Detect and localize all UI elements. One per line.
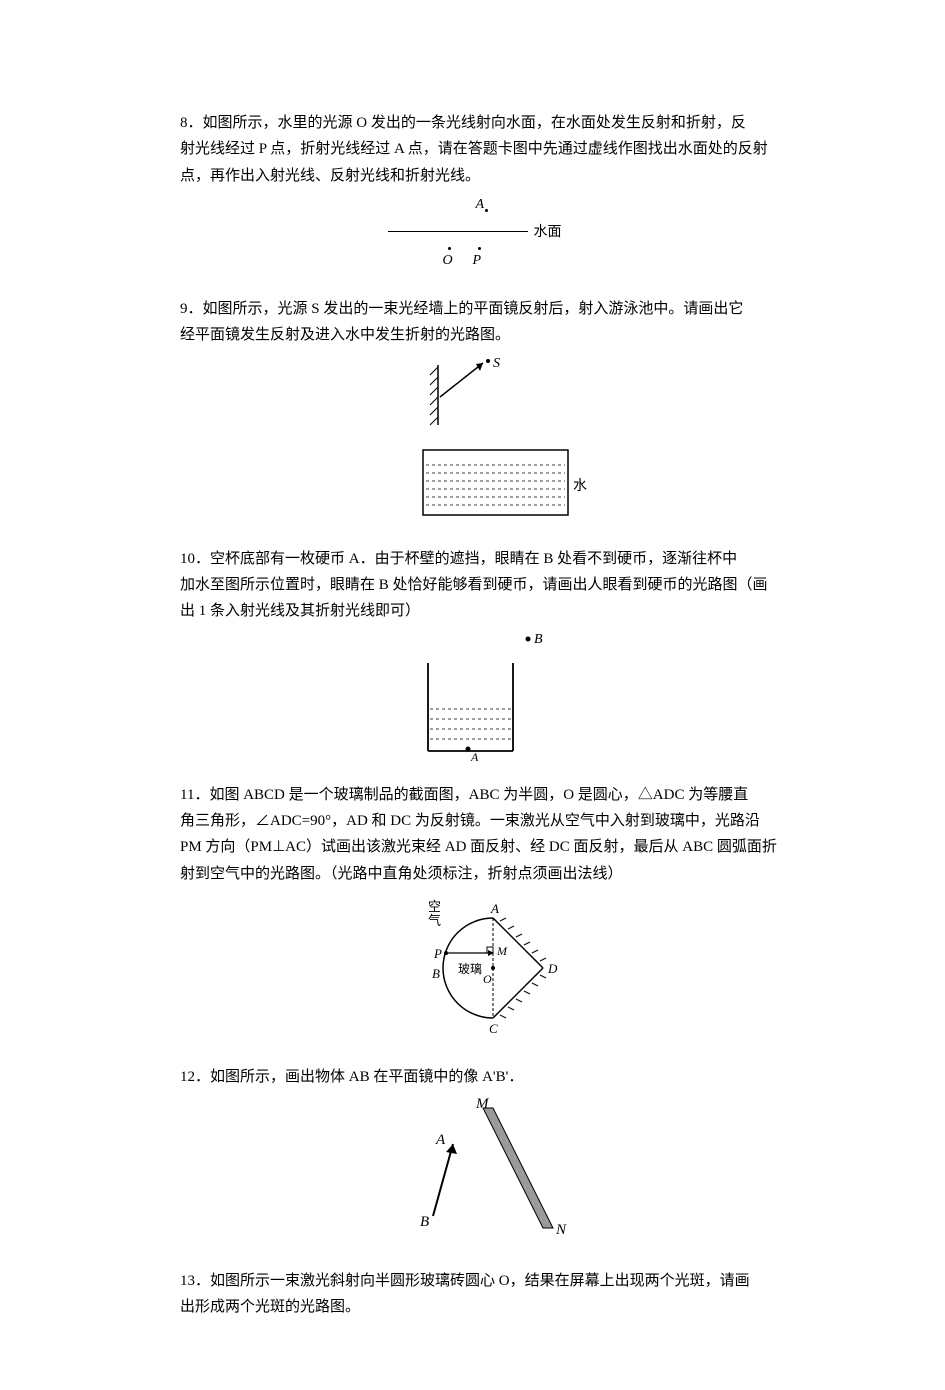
exam-page: 8．如图所示，水里的光源 O 发出的一条光线射向水面，在水面处发生反射和折射，反… (0, 0, 945, 1390)
fig10-label-A: A (470, 750, 479, 761)
problem-10-line3: 出 1 条入射光线及其折射光线即可） (180, 603, 420, 619)
problem-13-number: 13 (180, 1273, 195, 1289)
fig10-water-lines (430, 709, 511, 739)
problem-12-figure: M N A B (180, 1096, 795, 1255)
problem-10-text: 10．空杯底部有一枚硬币 A．由于杯壁的遮挡，眼睛在 B 处看不到硬币，逐渐往杯… (180, 546, 795, 625)
fig11-label-C: C (489, 1021, 498, 1036)
fig8-label-surface: 水面 (534, 221, 562, 246)
fig8-dot-A (485, 209, 488, 212)
problem-10: 10．空杯底部有一枚硬币 A．由于杯壁的遮挡，眼睛在 B 处看不到硬币，逐渐往杯… (180, 546, 795, 770)
fig10-eye-dot (525, 636, 530, 641)
fig10-label-B: B (534, 632, 543, 647)
fig9-mirror-hatch (430, 367, 438, 425)
problem-11-text: 11．如图 ABCD 是一个玻璃制品的截面图，ABC 为半圆，O 是圆心，△AD… (180, 782, 795, 887)
fig12-mirror (483, 1108, 553, 1228)
fig11-hatch-DC (500, 975, 546, 1018)
problem-9-number: 9 (180, 301, 188, 317)
fig12-svg: M N A B (378, 1096, 598, 1246)
problem-9-figure: S 水 (180, 355, 795, 534)
problem-11-line1: 11．如图 ABCD 是一个玻璃制品的截面图，ABC 为半圆，O 是圆心，△AD… (180, 787, 748, 803)
fig11-label-M: M (496, 944, 508, 958)
problem-11-figure: 空 气 (180, 893, 795, 1052)
fig10-svg: B A (398, 631, 578, 761)
fig8-water-surface-line (388, 231, 528, 232)
problem-11: 11．如图 ABCD 是一个玻璃制品的截面图，ABC 为半圆，O 是圆心，△AD… (180, 782, 795, 1052)
fig11-svg: 空 气 (398, 893, 578, 1043)
fig8-container: A 水面 O P (388, 195, 588, 275)
fig11-dot-O (491, 966, 495, 970)
problem-12-text: 12．如图所示，画出物体 AB 在平面镜中的像 A'B'． (180, 1064, 795, 1090)
fig11-label-O: O (483, 972, 492, 986)
fig12-label-A: A (435, 1132, 446, 1148)
problem-9-line2: 经平面镜发生反射及进入水中发生折射的光路图。 (180, 327, 510, 343)
fig9-label-S: S (493, 356, 500, 371)
fig8-label-O: O (443, 249, 453, 274)
problem-10-number: 10 (180, 551, 195, 567)
problem-13-text: 13．如图所示一束激光斜射向半圆形玻璃砖圆心 O，结果在屏幕上出现两个光斑，请画… (180, 1268, 795, 1321)
problem-12: 12．如图所示，画出物体 AB 在平面镜中的像 A'B'． M N A B (180, 1064, 795, 1256)
problem-12-number: 12 (180, 1069, 195, 1085)
problem-11-line4: 射到空气中的光路图。（光路中直角处须标注，折射点须画出法线） (180, 866, 623, 882)
problem-10-line2: 加水至图所示位置时，眼睛在 B 处恰好能够看到硬币，请画出人眼看到硬币的光路图（… (180, 577, 768, 593)
fig12-label-N: N (555, 1222, 567, 1238)
fig12-object-arrowhead-icon (446, 1144, 457, 1154)
fig11-label-D: D (547, 961, 558, 976)
fig9-label-water: 水 (573, 478, 587, 494)
problem-11-line2: 角三角形，∠ADC=90°，AD 和 DC 为反射镜。一束激光从空气中入射到玻璃… (180, 813, 760, 829)
fig11-DC (493, 968, 543, 1018)
problem-9-line1: 9．如图所示，光源 S 发出的一束光经墙上的平面镜反射后，射入游泳池中。请画出它 (180, 301, 743, 317)
fig11-label-glass: 玻璃 (458, 962, 482, 976)
fig11-label-A: A (490, 901, 499, 916)
fig12-label-M: M (475, 1096, 490, 1112)
fig11-AD (493, 918, 543, 968)
problem-13: 13．如图所示一束激光斜射向半圆形玻璃砖圆心 O，结果在屏幕上出现两个光斑，请画… (180, 1268, 795, 1321)
problem-8-line1: 8．如图所示，水里的光源 O 发出的一条光线射向水面，在水面处发生反射和折射，反 (180, 115, 746, 131)
fig8-label-P: P (473, 249, 482, 274)
problem-8-number: 8 (180, 115, 188, 131)
problem-11-line3: PM 方向（PM⊥AC）试画出该激光束经 AD 面反射、经 DC 面反射，最后从… (180, 839, 777, 855)
fig11-label-air2: 气 (428, 913, 441, 928)
problem-10-figure: B A (180, 631, 795, 770)
fig11-label-air1: 空 (428, 899, 441, 914)
problem-9-text: 9．如图所示，光源 S 发出的一束光经墙上的平面镜反射后，射入游泳池中。请画出它… (180, 296, 795, 349)
problem-8: 8．如图所示，水里的光源 O 发出的一条光线射向水面，在水面处发生反射和折射，反… (180, 110, 795, 284)
fig11-label-P: P (433, 946, 442, 961)
fig9-source-dot (486, 359, 490, 363)
fig9-incident-ray (440, 363, 483, 397)
fig11-label-B: B (432, 966, 440, 981)
fig8-label-A: A (476, 193, 485, 218)
problem-13-line2: 出形成两个光斑的光路图。 (180, 1299, 360, 1315)
problem-8-text: 8．如图所示，水里的光源 O 发出的一条光线射向水面，在水面处发生反射和折射，反… (180, 110, 795, 189)
fig9-svg: S 水 (378, 355, 598, 525)
fig10-coin-dot (465, 746, 470, 751)
fig12-label-B: B (420, 1214, 429, 1230)
problem-8-line3: 点，再作出入射光线、反射光线和折射光线。 (180, 168, 480, 184)
problem-9: 9．如图所示，光源 S 发出的一束光经墙上的平面镜反射后，射入游泳池中。请画出它… (180, 296, 795, 534)
problem-8-figure: A 水面 O P (180, 195, 795, 284)
problem-13-line1: 13．如图所示一束激光斜射向半圆形玻璃砖圆心 O，结果在屏幕上出现两个光斑，请画 (180, 1273, 750, 1289)
fig9-water-lines (426, 465, 565, 505)
problem-10-line1: 10．空杯底部有一枚硬币 A．由于杯壁的遮挡，眼睛在 B 处看不到硬币，逐渐往杯… (180, 551, 737, 567)
problem-12-line1: 12．如图所示，画出物体 AB 在平面镜中的像 A'B'． (180, 1069, 523, 1085)
fig12-object-line (433, 1144, 453, 1216)
problem-8-line2: 射光线经过 P 点，折射光线经过 A 点，请在答题卡图中先通过虚线作图找出水面处… (180, 141, 768, 157)
problem-11-number: 11 (180, 787, 194, 803)
